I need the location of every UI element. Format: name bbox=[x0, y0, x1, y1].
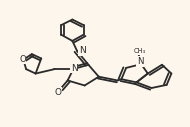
Text: N: N bbox=[71, 64, 78, 73]
Text: CH₃: CH₃ bbox=[133, 48, 145, 54]
Text: N: N bbox=[79, 46, 86, 55]
Text: O: O bbox=[55, 88, 62, 97]
Text: N: N bbox=[137, 57, 143, 66]
Text: O: O bbox=[19, 55, 26, 64]
